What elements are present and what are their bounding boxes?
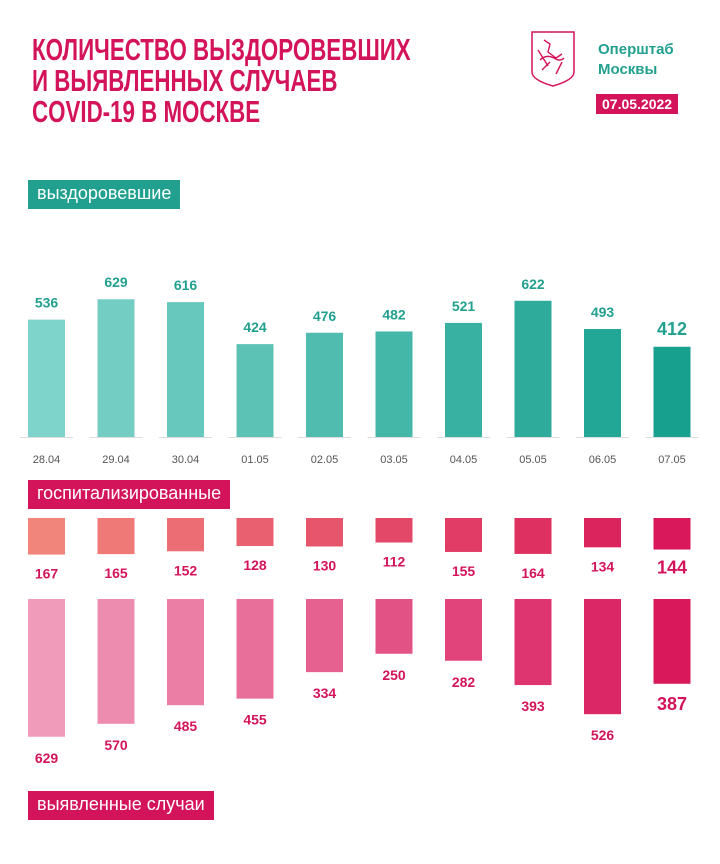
label-detected: 455 bbox=[243, 712, 267, 728]
title-line: И ВЫЯВЛЕННЫХ СЛУЧАЕВ bbox=[32, 63, 338, 98]
bar-hospitalized bbox=[28, 518, 65, 555]
category-label: 29.04 bbox=[102, 454, 130, 466]
bar-recovered bbox=[167, 302, 204, 437]
label-hospitalized: 164 bbox=[521, 565, 545, 581]
bar-recovered bbox=[445, 322, 482, 437]
label-recovered: 412 bbox=[657, 319, 687, 339]
category-label: 01.05 bbox=[241, 454, 269, 466]
category-label: 07.05 bbox=[658, 454, 686, 466]
bar-detected bbox=[167, 599, 204, 706]
bar-recovered bbox=[584, 329, 621, 437]
bar-recovered bbox=[236, 344, 274, 437]
bar-hospitalized bbox=[584, 518, 621, 548]
label-hospitalized: 130 bbox=[313, 557, 337, 573]
label-recovered: 629 bbox=[104, 274, 128, 290]
legend-recovered: выздоровевшие bbox=[28, 180, 181, 209]
bar-recovered bbox=[306, 332, 343, 437]
label-recovered: 493 bbox=[591, 304, 615, 320]
bar-detected bbox=[653, 599, 691, 684]
category-label: 03.05 bbox=[380, 454, 408, 466]
org-line: Москвы bbox=[598, 61, 658, 78]
bar-recovered bbox=[514, 300, 552, 437]
label-hospitalized: 112 bbox=[383, 554, 406, 570]
bar-recovered bbox=[653, 346, 691, 437]
label-detected: 526 bbox=[591, 727, 615, 743]
bar-hospitalized bbox=[514, 518, 552, 554]
bar-detected bbox=[514, 599, 552, 686]
label-hospitalized: 155 bbox=[452, 563, 476, 579]
label-detected: 393 bbox=[521, 698, 545, 714]
category-label: 06.05 bbox=[589, 454, 617, 466]
label-recovered: 476 bbox=[313, 308, 337, 324]
label-hospitalized: 144 bbox=[657, 558, 687, 578]
label-detected: 250 bbox=[382, 667, 406, 683]
label-recovered: 482 bbox=[382, 306, 406, 322]
label-detected: 570 bbox=[104, 737, 128, 753]
bar-recovered bbox=[375, 331, 413, 437]
page-title: КОЛИЧЕСТВО ВЫЗДОРОВЕВШИХ И ВЫЯВЛЕННЫХ СЛ… bbox=[32, 34, 411, 127]
bar-detected bbox=[445, 599, 482, 661]
date-badge: 07.05.2022 bbox=[596, 94, 679, 114]
label-hospitalized: 152 bbox=[174, 562, 198, 578]
label-hospitalized: 128 bbox=[243, 557, 267, 573]
label-hospitalized: 167 bbox=[35, 566, 59, 582]
bar-detected bbox=[236, 599, 274, 699]
label-recovered: 622 bbox=[521, 276, 545, 292]
org-name: Оперштаб Москвы bbox=[598, 40, 674, 80]
bar-detected bbox=[375, 599, 413, 654]
label-hospitalized: 165 bbox=[104, 565, 128, 581]
category-label: 04.05 bbox=[450, 454, 478, 466]
moscow-coat-of-arms-logo bbox=[531, 31, 575, 87]
label-detected: 387 bbox=[657, 694, 687, 714]
bar-hospitalized bbox=[306, 518, 343, 547]
label-detected: 485 bbox=[174, 718, 198, 734]
label-detected: 629 bbox=[35, 750, 59, 766]
label-hospitalized: 134 bbox=[591, 558, 615, 574]
label-recovered: 424 bbox=[243, 319, 267, 335]
bar-hospitalized bbox=[653, 518, 691, 550]
bar-hospitalized bbox=[375, 518, 413, 543]
category-label: 05.05 bbox=[519, 454, 547, 466]
bar-hospitalized bbox=[445, 518, 482, 552]
bar-detected bbox=[97, 599, 135, 724]
bar-hospitalized bbox=[167, 518, 204, 552]
category-label: 02.05 bbox=[311, 454, 339, 466]
bar-recovered bbox=[28, 319, 65, 437]
bar-detected bbox=[584, 599, 621, 715]
title-line: COVID-19 В МОСКВЕ bbox=[32, 94, 261, 129]
bar-hospitalized bbox=[97, 518, 135, 555]
label-detected: 282 bbox=[452, 674, 476, 690]
legend-detected: выявленные случаи bbox=[28, 791, 214, 820]
label-recovered: 536 bbox=[35, 295, 59, 311]
bar-hospitalized bbox=[236, 518, 274, 547]
label-detected: 334 bbox=[313, 685, 337, 701]
category-label: 30.04 bbox=[172, 454, 200, 466]
label-recovered: 521 bbox=[452, 298, 476, 314]
org-line: Оперштаб bbox=[598, 41, 674, 58]
bar-detected bbox=[306, 599, 343, 673]
title-line: КОЛИЧЕСТВО ВЫЗДОРОВЕВШИХ bbox=[32, 32, 411, 67]
bar-recovered bbox=[97, 299, 135, 437]
bar-detected bbox=[28, 599, 65, 737]
legend-hospitalized: госпитализированные bbox=[28, 480, 231, 509]
category-label: 28.04 bbox=[33, 454, 61, 466]
label-recovered: 616 bbox=[174, 277, 198, 293]
